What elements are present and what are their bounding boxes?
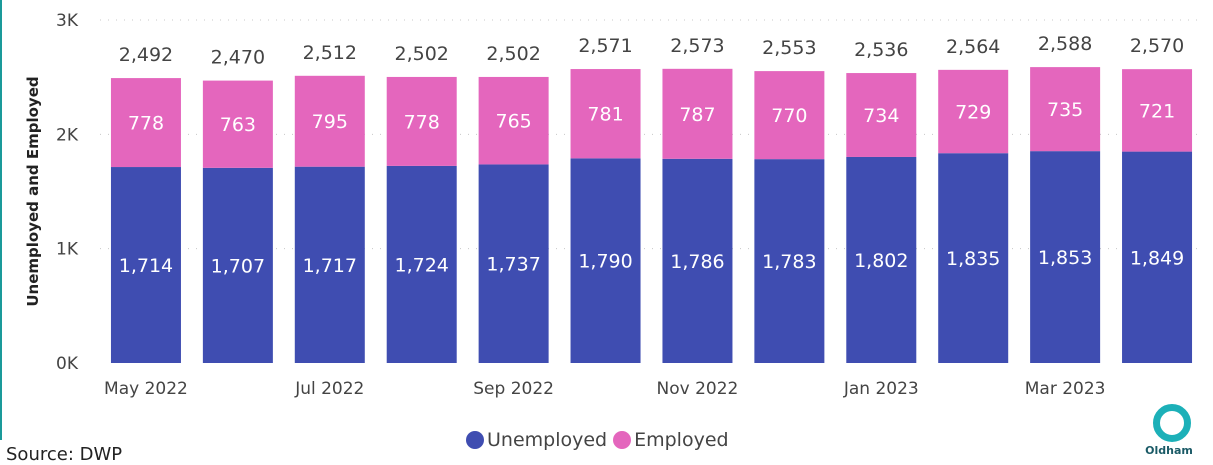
logo-text: Oldham [1145,444,1193,457]
y-tick-label: 3K [56,11,79,31]
data-label-employed: 721 [1139,100,1175,122]
data-label-employed: 729 [955,102,991,124]
legend-swatch-employed [613,431,632,449]
bar-unemployed [1122,151,1193,363]
data-label-employed: 781 [587,104,623,126]
data-label-total: 2,536 [854,39,908,61]
bar-employed [386,76,457,166]
data-label-employed: 787 [679,104,715,126]
bar-employed [662,68,733,159]
bar-unemployed [754,159,825,363]
data-label-unemployed: 1,783 [762,251,816,273]
y-tick-label: 2K [56,125,79,145]
data-label-unemployed: 1,724 [395,254,449,276]
bar-unemployed [110,167,181,363]
legend-swatch-unemployed [466,431,484,449]
bar-employed [846,73,917,157]
bar-unemployed [294,166,365,363]
data-label-total: 2,492 [119,44,173,66]
data-label-unemployed: 1,853 [1038,247,1092,269]
bar-unemployed [662,158,733,363]
chart-legend: Unemployed Employed [466,429,729,451]
bar-unemployed [570,158,641,363]
data-label-employed: 770 [771,105,807,127]
data-label-employed: 763 [220,114,256,136]
bar-employed [1122,69,1193,152]
stacked-bar-chart: 0K 1K 2K 3K Unemployed and Employed 1,714 778 2… [24,11,1203,399]
legend-label-employed: Employed [634,429,729,451]
x-tick-label: Sep 2022 [473,379,554,399]
data-label-unemployed: 1,737 [486,254,540,276]
data-label-unemployed: 1,714 [119,255,173,277]
data-label-unemployed: 1,707 [211,255,265,277]
bar-unemployed [938,153,1009,363]
oldham-logo: Oldham [1134,400,1204,457]
bar-employed [294,75,365,167]
data-label-unemployed: 1,790 [578,251,632,273]
data-label-total: 2,573 [670,35,724,57]
bar-employed [938,69,1009,154]
data-label-employed: 778 [404,111,440,133]
x-tick-label: May 2022 [104,379,188,399]
y-tick-label: 0K [56,354,79,374]
legend-item-unemployed[interactable]: Unemployed [466,429,607,451]
data-label-employed: 734 [863,105,899,127]
data-label-total: 2,502 [486,43,540,65]
bar-employed [754,71,825,160]
bar-unemployed [386,165,457,363]
data-label-total: 2,588 [1038,33,1092,55]
data-label-total: 2,570 [1130,35,1184,57]
bar-employed [110,78,181,168]
legend-item-employed[interactable]: Employed [613,429,729,451]
bar-unemployed [846,156,917,363]
data-label-employed: 735 [1047,99,1083,121]
data-label-unemployed: 1,849 [1130,247,1184,269]
bar-employed [570,69,641,159]
bar-employed [478,76,549,165]
data-label-employed: 795 [312,111,348,133]
data-label-employed: 778 [128,113,164,135]
bar-unemployed [1030,151,1101,363]
data-label-employed: 765 [495,111,531,133]
data-label-unemployed: 1,786 [670,251,724,273]
data-label-total: 2,553 [762,37,816,59]
x-tick-label: Nov 2022 [657,379,739,399]
x-tick-label: Jul 2022 [294,379,364,399]
data-label-unemployed: 1,717 [303,255,357,277]
data-label-total: 2,512 [303,42,357,64]
data-label-total: 2,571 [578,35,632,57]
logo-ring-icon [1153,404,1191,442]
data-label-total: 2,470 [211,47,265,69]
y-axis-title: Unemployed and Employed [24,76,42,306]
legend-label-unemployed: Unemployed [487,429,608,451]
data-label-total: 2,502 [395,43,449,65]
x-tick-label: Jan 2023 [843,379,919,399]
bar-employed [202,80,273,168]
data-label-total: 2,564 [946,36,1000,58]
y-tick-label: 1K [56,240,79,260]
data-label-unemployed: 1,802 [854,250,908,272]
bar-employed [1030,67,1101,152]
data-label-unemployed: 1,835 [946,248,1000,270]
frame-accent-line [0,0,2,440]
source-note: Source: DWP [6,444,123,465]
bar-unemployed [478,164,549,363]
x-tick-label: Mar 2023 [1025,379,1106,399]
bar-unemployed [202,167,273,363]
